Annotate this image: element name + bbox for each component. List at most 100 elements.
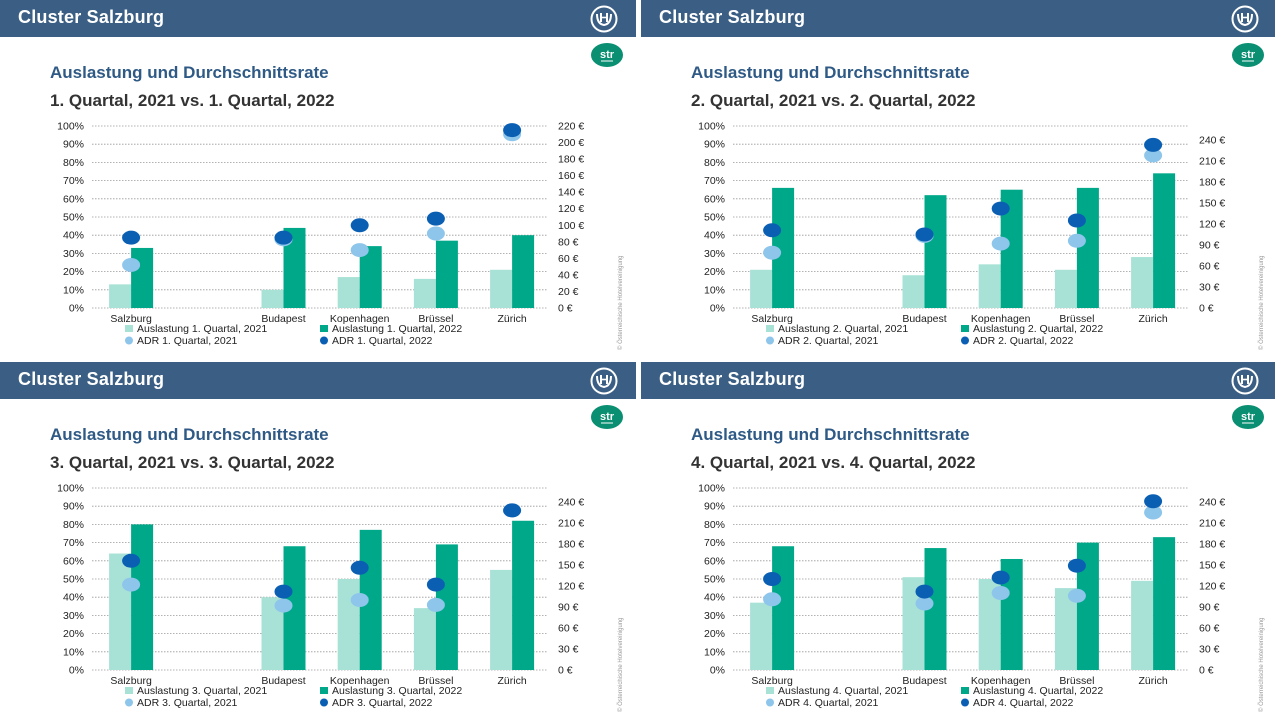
y-right-tick-label: 90 € — [1199, 240, 1220, 252]
legend-swatch — [125, 325, 133, 332]
bar-occupancy-2022 — [283, 227, 306, 308]
y-left-tick-label: 10% — [63, 646, 84, 658]
bar-occupancy-2022 — [131, 524, 154, 670]
y-right-tick-label: 120 € — [1199, 219, 1225, 231]
bar-occupancy-2022 — [1076, 542, 1099, 670]
legend-label: ADR 3. Quartal, 2021 — [137, 697, 238, 709]
y-right-tick-label: 0 € — [558, 303, 573, 315]
bar-occupancy-2021 — [490, 569, 513, 670]
panel-header: Cluster Salzburg — [641, 362, 1275, 399]
y-right-tick-label: 210 € — [1199, 518, 1225, 530]
bar-occupancy-2022 — [512, 235, 535, 308]
bar-occupancy-2021 — [413, 608, 436, 670]
x-tick-label: Kopenhagen — [971, 313, 1031, 325]
legend-swatch — [961, 687, 969, 694]
y-right-tick-label: 90 € — [1199, 602, 1220, 614]
y-right-tick-label: 90 € — [558, 602, 579, 614]
y-right-tick-label: 30 € — [558, 644, 579, 656]
bar-occupancy-2021 — [750, 602, 773, 670]
bar-occupancy-2021 — [490, 269, 513, 308]
bar-occupancy-2022 — [1000, 558, 1023, 670]
y-left-tick-label: 20% — [704, 266, 725, 278]
dot-adr-2022 — [915, 584, 934, 599]
x-tick-label: Budapest — [902, 313, 946, 325]
legend-swatch — [766, 698, 774, 707]
y-left-tick-label: 80% — [704, 519, 725, 531]
chart-subtitle: Auslastung und Durchschnittsrate — [691, 63, 970, 82]
y-right-tick-label: 150 € — [1199, 198, 1225, 210]
y-left-tick-label: 50% — [704, 212, 725, 224]
dot-adr-2021 — [763, 592, 782, 607]
header-title: Cluster Salzburg — [18, 7, 165, 27]
x-tick-label: Kopenhagen — [971, 675, 1031, 687]
dot-adr-2022 — [503, 123, 522, 138]
dot-adr-2022 — [350, 560, 369, 575]
str-logo-icon: str — [1232, 405, 1264, 429]
y-right-tick-label: 120 € — [558, 203, 584, 215]
dot-adr-2021 — [1067, 233, 1086, 248]
y-right-tick-label: 180 € — [1199, 539, 1225, 551]
y-right-tick-label: 150 € — [558, 560, 584, 572]
dot-adr-2022 — [991, 570, 1010, 585]
y-left-tick-label: 100% — [698, 121, 725, 133]
x-tick-label: Zürich — [498, 675, 527, 687]
y-right-tick-label: 120 € — [558, 581, 584, 593]
dot-adr-2021 — [426, 597, 445, 612]
bar-occupancy-2021 — [337, 277, 360, 308]
bar-occupancy-2021 — [261, 289, 284, 308]
x-tick-label: Zürich — [498, 313, 527, 325]
occupancy-adr-chart: 0% 10% 20% 30% 40% 50% 60% 70% 80% 90% 100% 0 € 30 €… — [698, 121, 1225, 348]
dot-adr-2021 — [122, 257, 141, 272]
bar-occupancy-2021 — [413, 278, 436, 308]
legend-label: ADR 4. Quartal, 2021 — [778, 697, 879, 709]
occupancy-adr-chart: 0% 10% 20% 30% 40% 50% 60% 70% 80% 90% 100% 0 € 30 €… — [57, 483, 584, 710]
dot-adr-2022 — [915, 227, 934, 242]
chart-panel-q3: Cluster Salzburg str Auslastung und Durc… — [0, 362, 636, 720]
chart-subtitle: Auslastung und Durchschnittsrate — [691, 425, 970, 444]
y-left-tick-label: 20% — [63, 266, 84, 278]
y-right-tick-label: 0 € — [1199, 303, 1214, 315]
y-left-tick-label: 30% — [63, 248, 84, 260]
y-left-tick-label: 80% — [704, 157, 725, 169]
legend-label: Auslastung 4. Quartal, 2021 — [778, 685, 908, 697]
y-right-tick-label: 30 € — [1199, 282, 1220, 294]
y-left-tick-label: 0% — [69, 303, 84, 315]
y-left-tick-label: 100% — [57, 121, 84, 133]
bar-occupancy-2022 — [131, 247, 154, 308]
chart-panel-q2: Cluster Salzburg str Auslastung und Durc… — [641, 0, 1275, 358]
str-logo-text: str — [1241, 411, 1256, 423]
legend-label: Auslastung 3. Quartal, 2021 — [137, 685, 267, 697]
y-right-tick-label: 60 € — [1199, 623, 1220, 635]
bar-occupancy-2021 — [902, 275, 925, 308]
legend-label: Auslastung 2. Quartal, 2022 — [973, 323, 1103, 335]
str-logo-text: str — [600, 49, 615, 61]
y-left-tick-label: 40% — [63, 230, 84, 242]
y-right-tick-label: 210 € — [558, 518, 584, 530]
legend-swatch — [320, 687, 328, 694]
legend-swatch — [766, 325, 774, 332]
bar-occupancy-2022 — [1153, 173, 1176, 308]
legend-swatch — [961, 698, 969, 707]
bar-occupancy-2022 — [435, 544, 458, 670]
y-left-tick-label: 100% — [698, 483, 725, 495]
dot-adr-2022 — [1144, 494, 1163, 509]
y-right-tick-label: 140 € — [558, 187, 584, 199]
bar-occupancy-2021 — [978, 579, 1001, 670]
y-left-tick-label: 50% — [63, 574, 84, 586]
x-tick-label: Salzburg — [110, 313, 152, 325]
legend-label: ADR 3. Quartal, 2022 — [332, 697, 433, 709]
x-tick-label: Budapest — [261, 675, 305, 687]
dot-adr-2022 — [350, 218, 369, 233]
dot-adr-2022 — [763, 572, 782, 586]
y-left-tick-label: 40% — [704, 230, 725, 242]
bar-occupancy-2022 — [435, 240, 458, 308]
chart-title: 3. Quartal, 2021 vs. 3. Quartal, 2022 — [50, 453, 335, 472]
legend-label: ADR 2. Quartal, 2021 — [778, 335, 879, 347]
y-right-tick-label: 0 € — [1199, 665, 1214, 677]
dot-adr-2022 — [1067, 213, 1086, 228]
chart-panel-q4: Cluster Salzburg str Auslastung und Durc… — [641, 362, 1275, 720]
dot-adr-2022 — [274, 230, 293, 245]
bar-occupancy-2022 — [924, 195, 947, 308]
oehv-logo-icon — [1231, 5, 1259, 33]
dot-adr-2021 — [991, 236, 1010, 251]
